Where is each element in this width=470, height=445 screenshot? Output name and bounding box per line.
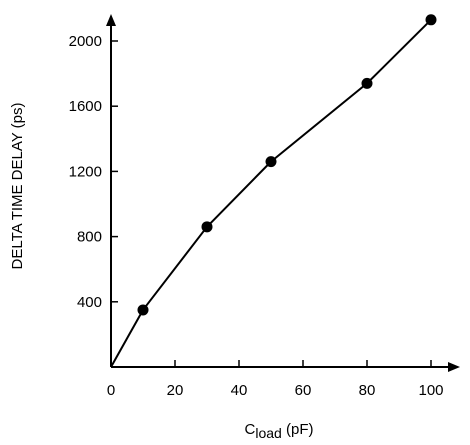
x-axis-label-unit: (pF) <box>282 421 314 438</box>
y-axis-label: DELTA TIME DELAY (ps) <box>9 103 26 270</box>
y-tick-label: 400 <box>77 294 102 311</box>
x-axis-label-main: C <box>245 421 256 438</box>
x-tick-label: 0 <box>107 382 115 399</box>
data-point <box>425 14 437 26</box>
series-layer <box>110 14 437 368</box>
x-tick-label: 20 <box>167 382 184 399</box>
x-tick-label: 40 <box>231 382 248 399</box>
data-point <box>361 77 373 89</box>
x-axis-label: Cload (pF) <box>245 421 314 441</box>
y-tick-label: 1600 <box>69 98 102 115</box>
x-tick-label: 100 <box>418 382 443 399</box>
x-axis-label-subscript: load <box>255 425 281 441</box>
y-tick-label: 800 <box>77 229 102 246</box>
data-point <box>201 221 213 233</box>
y-tick-label: 2000 <box>69 33 102 50</box>
axis-labels: DELTA TIME DELAY (ps) Cload (pF) <box>9 103 313 442</box>
data-point <box>137 304 149 316</box>
x-tick-label: 80 <box>359 382 376 399</box>
y-tick-label: 1200 <box>69 163 102 180</box>
ticks: 0 20 40 60 80 100 400 800 1200 1600 2000 <box>69 33 444 399</box>
y-axis-arrow <box>106 14 116 26</box>
x-axis-arrow <box>448 362 460 372</box>
data-point <box>265 156 277 168</box>
series-line <box>110 19 432 368</box>
x-tick-label: 60 <box>295 382 312 399</box>
axes <box>106 14 460 372</box>
